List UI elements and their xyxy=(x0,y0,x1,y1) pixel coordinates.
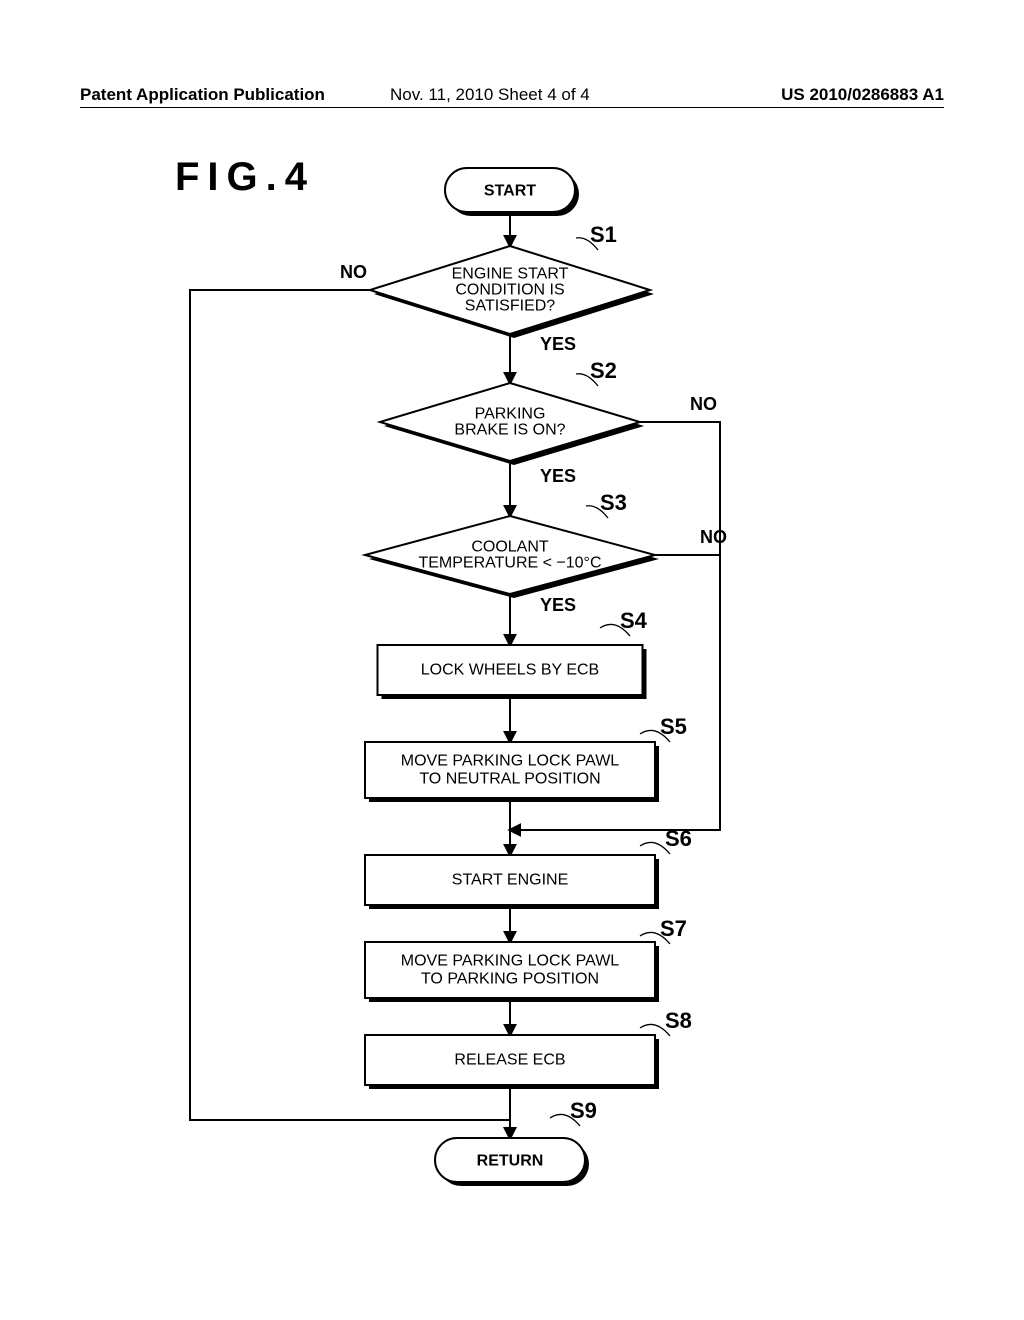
branch-s1-yes: YES xyxy=(540,334,576,354)
branch-no: NO xyxy=(690,394,717,414)
flowchart: STARTENGINE STARTCONDITION ISSATISFIED?P… xyxy=(0,0,1024,1320)
step-label-S3: S3 xyxy=(600,490,627,515)
s3-text-1: TEMPERATURE < −10°C xyxy=(418,555,601,572)
step-label-S2: S2 xyxy=(590,358,617,383)
step-label-S1: S1 xyxy=(590,222,617,247)
s2-text-0: PARKING xyxy=(475,406,546,423)
s1-text-1: CONDITION IS xyxy=(455,282,564,299)
s8-text-0: RELEASE ECB xyxy=(454,1052,565,1069)
s5-text-0: MOVE PARKING LOCK PAWL xyxy=(401,753,620,770)
step-label-S8: S8 xyxy=(665,1008,692,1033)
page: Patent Application Publication Nov. 11, … xyxy=(0,0,1024,1320)
start-label: START xyxy=(484,183,536,200)
branch-no: NO xyxy=(340,262,367,282)
return-label: RETURN xyxy=(477,1153,544,1170)
s7-text-1: TO PARKING POSITION xyxy=(421,971,599,988)
s2-text-1: BRAKE IS ON? xyxy=(454,422,565,439)
s3-text-0: COOLANT xyxy=(471,539,549,556)
step-label-S6: S6 xyxy=(665,826,692,851)
s1-text-0: ENGINE START xyxy=(452,266,569,283)
branch-s3-yes: YES xyxy=(540,595,576,615)
s1-text-2: SATISFIED? xyxy=(465,298,555,315)
s5-text-1: TO NEUTRAL POSITION xyxy=(419,771,600,788)
s6-text-0: START ENGINE xyxy=(452,872,568,889)
s7-text-0: MOVE PARKING LOCK PAWL xyxy=(401,953,620,970)
s4-text-0: LOCK WHEELS BY ECB xyxy=(421,662,599,679)
branch-s2-yes: YES xyxy=(540,466,576,486)
branch-no: NO xyxy=(700,527,727,547)
